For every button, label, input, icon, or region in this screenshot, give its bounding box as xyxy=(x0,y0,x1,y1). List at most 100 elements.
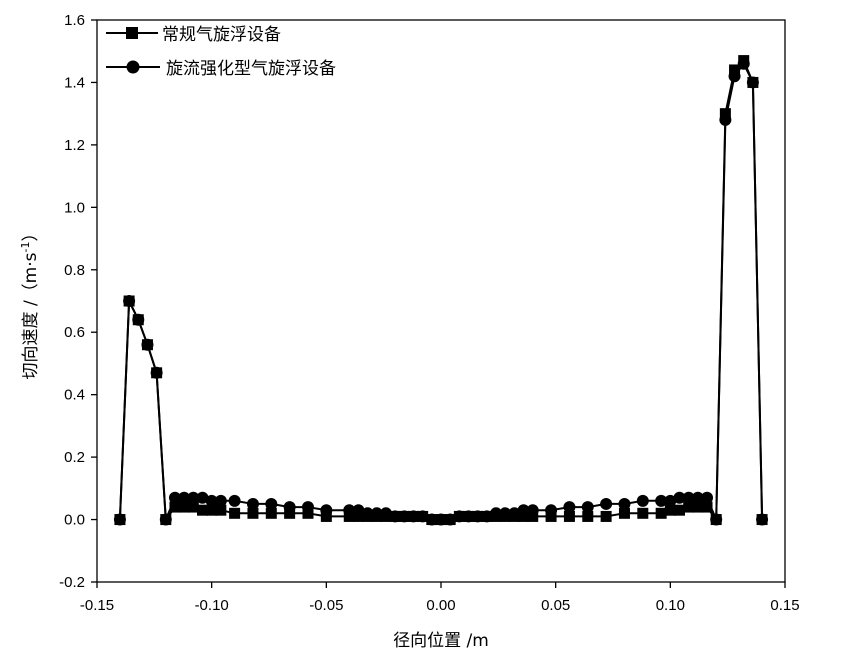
data-point-circle xyxy=(283,501,296,514)
data-point-circle xyxy=(150,366,163,379)
data-point-circle xyxy=(499,507,512,520)
data-point-square xyxy=(637,507,649,519)
data-point-circle xyxy=(563,501,576,514)
data-point-circle xyxy=(581,501,594,514)
data-point-square xyxy=(664,504,676,516)
legend-label-conventional: 常规气旋浮设备 xyxy=(162,25,281,45)
data-point-square xyxy=(719,108,731,120)
data-point-circle xyxy=(526,504,539,517)
x-tick-label: -0.15 xyxy=(80,597,114,614)
data-point-square xyxy=(674,504,686,516)
y-axis-title: 切向速度 /（m·s-1） xyxy=(19,225,41,380)
y-tick-label: 1.0 xyxy=(64,199,85,216)
data-point-square xyxy=(527,510,539,522)
x-tick-label: -0.10 xyxy=(195,597,229,614)
data-point-circle xyxy=(737,57,750,70)
data-point-square xyxy=(352,510,364,522)
data-point-circle xyxy=(600,497,613,510)
data-point-circle xyxy=(214,494,227,507)
data-point-square xyxy=(618,507,630,519)
data-point-circle xyxy=(545,504,558,517)
data-point-circle xyxy=(444,513,457,526)
data-point-circle xyxy=(178,491,191,504)
data-point-circle xyxy=(265,497,278,510)
data-point-square xyxy=(545,510,557,522)
x-tick-label: 0.05 xyxy=(541,597,570,614)
data-point-circle xyxy=(228,494,241,507)
data-point-circle xyxy=(205,494,218,507)
data-point-square xyxy=(229,507,241,519)
data-point-square xyxy=(582,510,594,522)
ticks-layer: -0.15 -0.10 -0.05 0.00 0.05 0.10 0.15 -0.2 0.0 0.… xyxy=(59,12,799,614)
y-tick-label: 0.8 xyxy=(64,262,85,279)
y-tick-label: 0.2 xyxy=(64,449,85,466)
y-tick-label: 0.4 xyxy=(64,387,85,404)
data-point-circle xyxy=(123,295,136,307)
data-point-circle xyxy=(673,491,686,504)
data-point-square xyxy=(563,510,575,522)
legend-marker-circle xyxy=(126,60,140,74)
data-point-circle xyxy=(370,507,383,520)
legend-marker-square xyxy=(126,27,138,39)
data-point-circle xyxy=(480,510,493,523)
y-tick-label: 0.6 xyxy=(64,324,85,341)
data-point-circle xyxy=(618,497,631,510)
data-point-circle xyxy=(159,513,172,526)
data-point-circle xyxy=(113,513,126,526)
data-point-circle xyxy=(425,513,438,526)
data-point-square xyxy=(284,507,296,519)
y-tick-label: 1.6 xyxy=(64,12,85,29)
legend: 常规气旋浮设备 旋流强化型气旋浮设备 xyxy=(106,25,336,79)
data-point-circle xyxy=(453,510,466,523)
data-point-circle xyxy=(379,507,392,520)
data-point-square xyxy=(343,510,355,522)
data-point-circle xyxy=(508,507,521,520)
x-tick-label: -0.05 xyxy=(309,597,343,614)
data-point-circle xyxy=(682,491,695,504)
data-point-circle xyxy=(490,507,503,520)
y-axis-title-main: 切向速度 /（m·s xyxy=(21,252,41,379)
data-point-circle xyxy=(728,70,741,83)
data-point-circle xyxy=(352,504,365,517)
data-point-square xyxy=(683,501,695,513)
data-point-square xyxy=(600,510,612,522)
data-point-circle xyxy=(407,510,420,523)
data-point-square xyxy=(729,64,741,76)
data-point-square xyxy=(518,510,530,522)
data-point-square xyxy=(247,507,259,519)
data-point-square xyxy=(655,507,667,519)
data-point-circle xyxy=(710,513,723,526)
data-point-circle xyxy=(636,494,649,507)
data-point-circle xyxy=(471,510,484,523)
data-point-circle xyxy=(132,313,145,326)
x-tick-label: 0.15 xyxy=(770,597,799,614)
data-point-square xyxy=(196,504,208,516)
data-point-circle xyxy=(187,491,200,504)
data-point-circle xyxy=(398,510,411,523)
data-point-square xyxy=(302,507,314,519)
data-point-circle xyxy=(196,491,209,504)
data-point-square xyxy=(187,501,199,513)
x-axis-title: 径向位置 /m xyxy=(393,631,489,651)
y-tick-label: 1.2 xyxy=(64,137,85,154)
y-tick-label: 0.0 xyxy=(64,512,85,529)
data-point-circle xyxy=(719,113,732,126)
plot-frame xyxy=(96,19,786,583)
data-point-square xyxy=(701,501,713,513)
data-point-circle xyxy=(664,494,677,507)
data-point-square xyxy=(692,501,704,513)
data-point-circle xyxy=(746,76,759,89)
y-tick-label: 1.4 xyxy=(64,74,85,91)
y-axis-title-close: ） xyxy=(21,225,41,242)
data-point-circle xyxy=(701,491,714,504)
series-layer xyxy=(113,55,769,526)
data-point-circle xyxy=(756,513,769,526)
x-tick-label: 0.10 xyxy=(656,597,685,614)
data-point-circle xyxy=(320,504,333,517)
y-axis-title-superscript: -1 xyxy=(19,242,32,253)
data-point-square xyxy=(169,501,181,513)
series-line-0 xyxy=(118,59,764,521)
data-point-square xyxy=(178,501,190,513)
data-point-square xyxy=(206,504,218,516)
